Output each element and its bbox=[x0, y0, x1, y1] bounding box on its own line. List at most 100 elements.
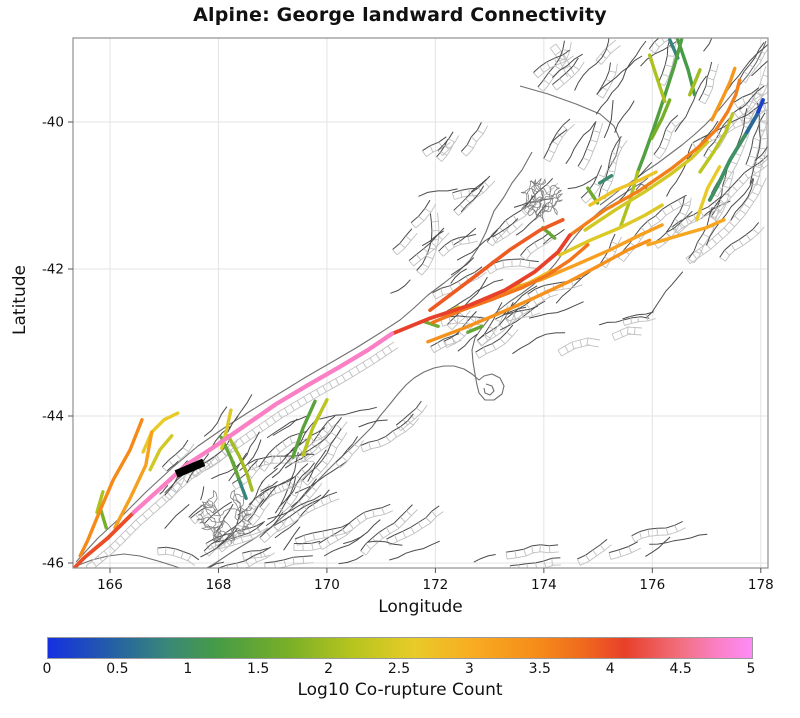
fault-trace bbox=[456, 229, 498, 261]
colorbar-tick-label: 0 bbox=[42, 661, 52, 677]
fault-trace bbox=[772, 229, 793, 265]
rupture-trace bbox=[148, 434, 174, 472]
fault-trace bbox=[595, 40, 647, 115]
fault-trace bbox=[596, 62, 611, 95]
rupture-trace bbox=[698, 112, 735, 174]
rupture-trace bbox=[428, 218, 565, 312]
x-tick-label: 172 bbox=[422, 577, 448, 593]
fault-trace bbox=[452, 187, 478, 194]
fault-trace bbox=[671, 196, 722, 228]
fault-trace bbox=[665, 196, 685, 234]
rupture-trace bbox=[237, 478, 248, 500]
rupture-trace bbox=[131, 331, 395, 515]
fault-trace bbox=[754, 145, 768, 161]
source-fault-george-landward bbox=[174, 458, 206, 478]
rupture-trace bbox=[503, 223, 664, 292]
fault-trace bbox=[323, 534, 365, 557]
rupture-trace bbox=[291, 399, 317, 459]
fault-trace bbox=[543, 118, 571, 159]
colorbar-tick-label: 0.5 bbox=[106, 661, 129, 677]
fault-trace bbox=[520, 231, 551, 256]
x-tick-label: 166 bbox=[97, 577, 123, 593]
fault-trace bbox=[657, 38, 671, 84]
colorbar-tick-label: 3 bbox=[464, 661, 474, 677]
x-tick-label: 168 bbox=[206, 577, 232, 593]
rupture-trace bbox=[588, 170, 658, 207]
fault-trace bbox=[273, 491, 338, 527]
fault-trace bbox=[278, 477, 297, 508]
fault-trace bbox=[475, 324, 514, 353]
y-tick-label: -42 bbox=[42, 262, 64, 278]
fault-trace bbox=[648, 38, 660, 50]
fault-trace bbox=[343, 519, 381, 545]
fault-ladder-chains bbox=[85, 39, 768, 568]
fault-trace bbox=[599, 316, 650, 326]
fault-trace bbox=[267, 494, 322, 520]
fault-trace bbox=[358, 419, 388, 428]
fault-trace bbox=[260, 467, 278, 484]
fault-trace bbox=[552, 53, 583, 79]
fault-trace bbox=[506, 544, 559, 553]
fault-trace bbox=[188, 504, 204, 518]
fault-trace bbox=[421, 230, 444, 247]
fault-trace bbox=[577, 538, 608, 560]
fault-trace bbox=[450, 257, 475, 276]
rupture-trace bbox=[78, 418, 144, 558]
fault-trace bbox=[260, 480, 278, 492]
fault-trace bbox=[726, 43, 768, 92]
rupture-trace bbox=[141, 411, 180, 454]
y-tick-label: -46 bbox=[42, 556, 64, 572]
fault-trace bbox=[284, 453, 310, 469]
rupture-trace bbox=[695, 165, 722, 222]
rupture-trace bbox=[583, 140, 710, 232]
x-tick-label: 178 bbox=[748, 577, 774, 593]
colorbar-tick-label: 2 bbox=[324, 661, 334, 677]
fault-trace bbox=[703, 38, 713, 52]
rupture-trace bbox=[430, 243, 590, 325]
fault-trace bbox=[436, 139, 449, 158]
colorbar-tick-label: 4 bbox=[605, 661, 615, 677]
fault-trace bbox=[438, 233, 477, 252]
fault-trace bbox=[549, 129, 568, 146]
fault-trace bbox=[784, 184, 792, 233]
fault-trace bbox=[733, 87, 760, 103]
fault-trace bbox=[622, 311, 654, 320]
fault-trace bbox=[390, 279, 411, 294]
fault-trace bbox=[738, 85, 765, 111]
rupture-trace bbox=[390, 233, 572, 336]
rupture-trace bbox=[636, 38, 684, 174]
fault-trace bbox=[302, 428, 342, 481]
colorbar-tick-label: 2.5 bbox=[387, 661, 411, 677]
fault-trace bbox=[389, 540, 440, 561]
rupture-trace bbox=[113, 430, 154, 530]
x-tick-label: 170 bbox=[314, 577, 340, 593]
fault-trace bbox=[450, 268, 468, 284]
fault-trace bbox=[470, 178, 488, 193]
fault-trace bbox=[751, 60, 768, 77]
rupture-trace bbox=[688, 68, 702, 97]
fault-trace bbox=[730, 178, 754, 221]
fault-trace bbox=[318, 503, 391, 545]
rupture-trace bbox=[557, 203, 664, 257]
fault-trace bbox=[264, 555, 313, 564]
fault-trace bbox=[778, 197, 800, 261]
fault-trace bbox=[294, 522, 351, 540]
fault-trace bbox=[266, 414, 309, 439]
rupture-traces bbox=[73, 38, 765, 568]
fault-trace bbox=[522, 177, 554, 209]
background-faults bbox=[157, 38, 800, 568]
fault-trace bbox=[739, 42, 765, 80]
chart-title: Alpine: George landward Connectivity bbox=[193, 4, 607, 26]
fault-trace bbox=[505, 305, 538, 315]
fault-trace bbox=[205, 561, 225, 568]
rupture-trace bbox=[650, 98, 672, 140]
fault-trace bbox=[247, 498, 265, 522]
fault-trace bbox=[596, 55, 643, 95]
rupture-trace bbox=[568, 78, 742, 237]
fault-trace bbox=[574, 38, 610, 91]
plot-frame bbox=[72, 37, 769, 569]
fault-trace bbox=[533, 49, 570, 73]
fault-trace bbox=[164, 504, 190, 529]
fault-trace bbox=[567, 176, 597, 190]
fault-trace bbox=[708, 154, 768, 215]
